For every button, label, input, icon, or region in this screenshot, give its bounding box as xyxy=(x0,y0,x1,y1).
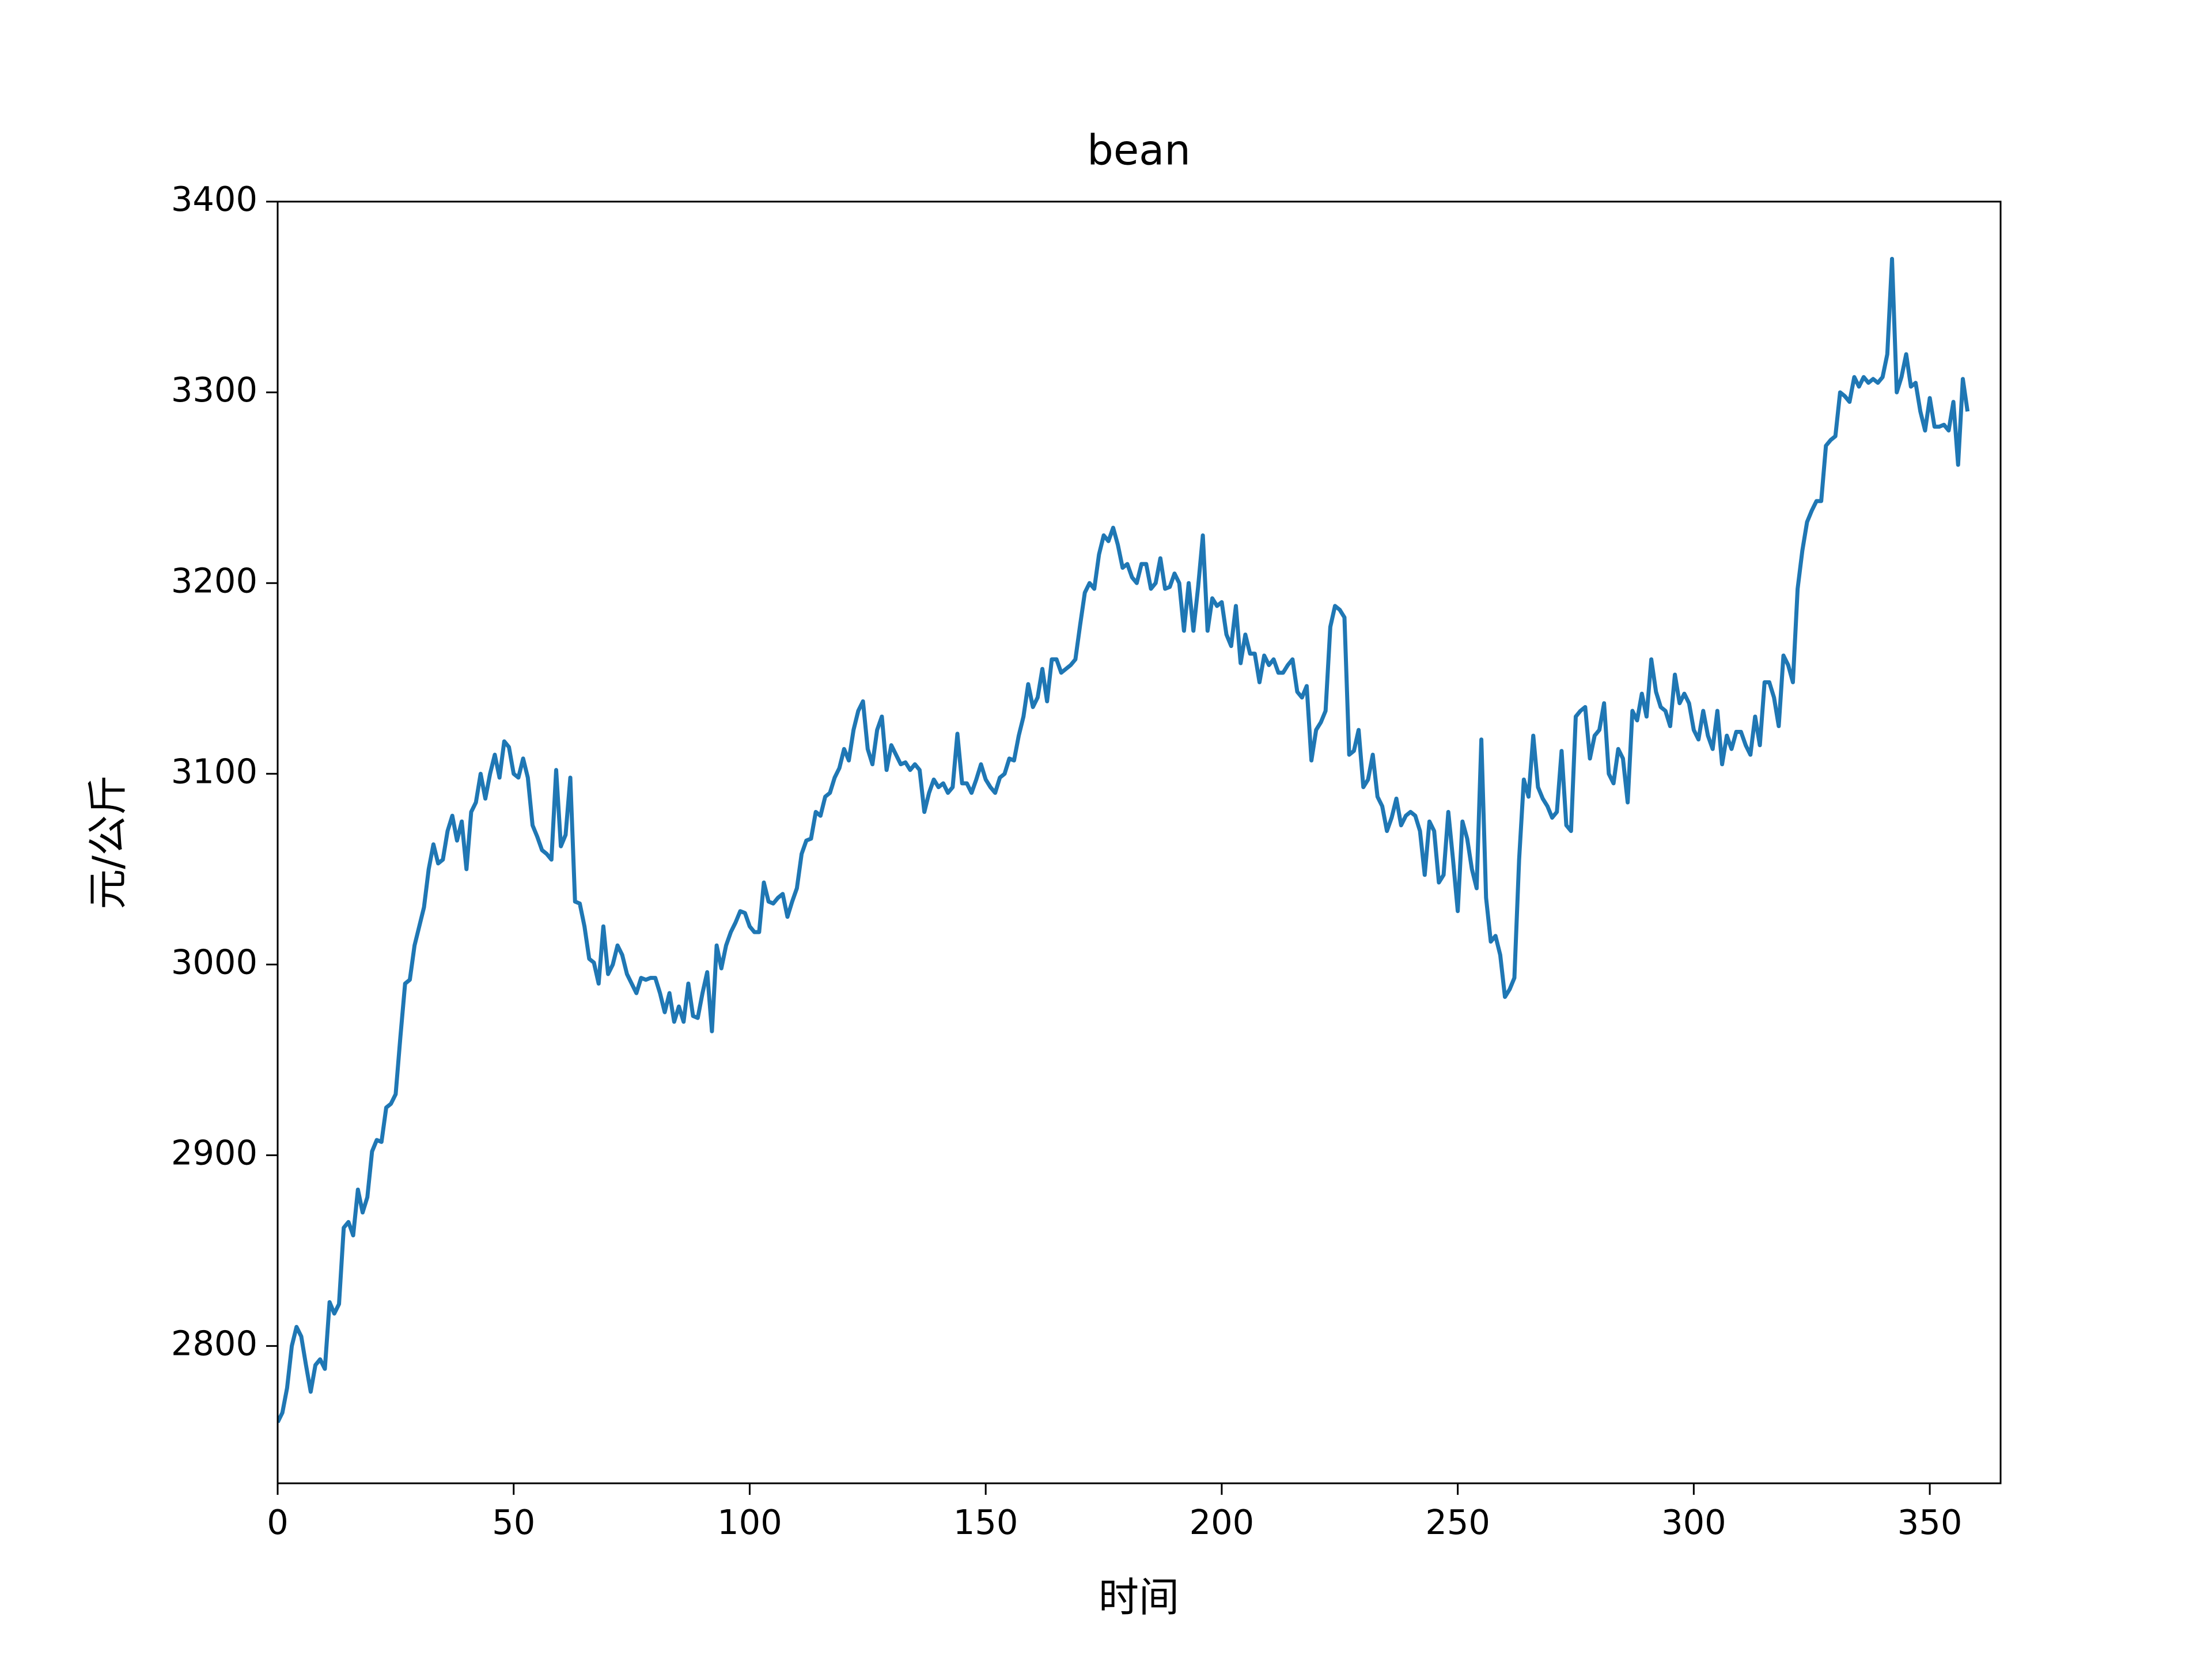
chart-title: bean xyxy=(1087,126,1191,175)
x-tick-label: 350 xyxy=(1897,1502,1963,1542)
y-tick-label: 3000 xyxy=(171,942,257,982)
plot-frame xyxy=(276,200,2002,1484)
y-tick-label: 3100 xyxy=(171,751,257,791)
x-axis-label: 时间 xyxy=(1099,1574,1179,1621)
x-tick-label: 100 xyxy=(717,1502,782,1542)
x-tick-label: 150 xyxy=(953,1502,1018,1542)
x-tick-label: 300 xyxy=(1661,1502,1726,1542)
x-tick-label: 250 xyxy=(1425,1502,1490,1542)
y-tick-label: 3200 xyxy=(171,560,257,600)
y-axis-label: 元/公斤 xyxy=(84,775,131,910)
y-tick-label: 2900 xyxy=(171,1133,257,1173)
x-tick-label: 50 xyxy=(492,1502,535,1542)
y-tick-label: 3300 xyxy=(171,370,257,410)
x-tick-label: 200 xyxy=(1190,1502,1255,1542)
y-tick-label: 2800 xyxy=(171,1324,257,1363)
x-tick-label: 0 xyxy=(267,1502,289,1542)
data-line xyxy=(278,256,1970,1423)
y-tick-label: 3400 xyxy=(171,179,257,219)
